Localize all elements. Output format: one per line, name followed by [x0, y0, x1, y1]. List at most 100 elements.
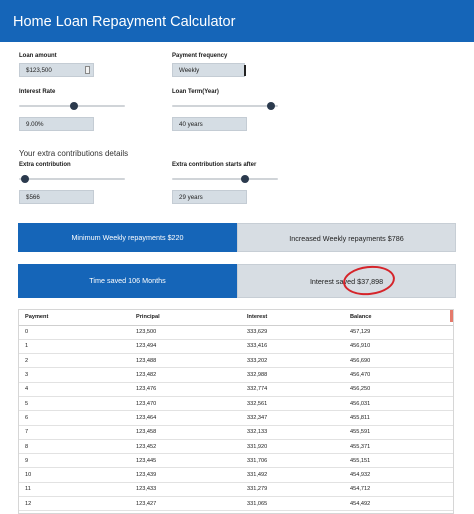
- time-saved-panel: Time saved 106 Months: [18, 264, 237, 298]
- table-cell: 331,065: [247, 496, 350, 512]
- table-header-row: Payment Principal Interest Balance: [19, 310, 453, 326]
- table-row: 4 123,476 332,774 456,250: [19, 382, 453, 397]
- table-cell: 331,492: [247, 467, 350, 483]
- table-cell: 331,920: [247, 439, 350, 455]
- slider-thumb[interactable]: [69, 102, 78, 110]
- table-cell: 123,494: [136, 339, 247, 355]
- table-cell: 456,031: [350, 396, 453, 412]
- table-row: 12 123,427 331,065 454,492: [19, 496, 453, 512]
- slider-track: [172, 178, 278, 180]
- scrollbar[interactable]: [450, 310, 453, 322]
- page-title: Home Loan Repayment Calculator: [13, 14, 236, 30]
- table-cell: 455,591: [350, 425, 453, 440]
- slider-track: [172, 105, 278, 107]
- table-cell: 123,433: [136, 482, 247, 498]
- table-cell: 5: [19, 396, 136, 412]
- table-cell: 332,988: [247, 367, 350, 383]
- interest-rate-slider[interactable]: [19, 101, 125, 111]
- loan-amount-label: Loan amount: [19, 53, 57, 59]
- table-cell: 123,439: [136, 467, 247, 483]
- table-cell: 8: [19, 439, 136, 455]
- table-cell: 1: [19, 339, 136, 355]
- table-row: 2 123,488 333,202 456,690: [19, 353, 453, 369]
- table-cell: 332,561: [247, 396, 350, 412]
- table-cell: 454,492: [350, 496, 453, 512]
- table-cell: 455,371: [350, 439, 453, 455]
- extra-start-slider[interactable]: [172, 174, 278, 184]
- table-cell: 456,250: [350, 382, 453, 397]
- payment-frequency-select[interactable]: Weekly: [172, 63, 246, 77]
- min-repayments-panel: Minimum Weekly repayments $220: [18, 223, 237, 252]
- min-repayments-text: Minimum Weekly repayments $220: [71, 233, 184, 242]
- table-cell: 12: [19, 496, 136, 512]
- table-cell: 457,129: [350, 325, 453, 340]
- column-header: Interest: [247, 310, 350, 326]
- table-cell: 332,347: [247, 410, 350, 426]
- table-cell: 0: [19, 325, 136, 340]
- slider-thumb[interactable]: [240, 175, 249, 183]
- increased-repayments-panel: Increased Weekly repayments $786: [237, 223, 456, 252]
- table-cell: 11: [19, 482, 136, 498]
- slider-thumb[interactable]: [20, 175, 29, 183]
- table-row: 11 123,433 331,279 454,712: [19, 482, 453, 498]
- table-cell: 123,464: [136, 410, 247, 426]
- table-cell: 10: [19, 467, 136, 483]
- table-cell: 2: [19, 353, 136, 369]
- table-cell: 455,151: [350, 453, 453, 469]
- app-header: Home Loan Repayment Calculator: [0, 0, 474, 42]
- extra-start-value: 29 years: [179, 194, 203, 201]
- loan-amount-value: $123,500: [26, 67, 52, 74]
- table-row: 9 123,445 331,706 455,151: [19, 453, 453, 469]
- interest-rate-field[interactable]: 9.00%: [19, 117, 94, 131]
- table-cell: 456,690: [350, 353, 453, 369]
- payment-frequency-value: Weekly: [179, 67, 200, 74]
- interest-saved-text: Interest saved $37,898: [309, 277, 384, 286]
- table-cell: 333,416: [247, 339, 350, 355]
- extra-contribution-slider[interactable]: [19, 174, 125, 184]
- table-cell: 332,774: [247, 382, 350, 397]
- table-cell: 123,458: [136, 425, 247, 440]
- table-cell: 123,427: [136, 496, 247, 512]
- table-cell: 123,470: [136, 396, 247, 412]
- table-row: 0 123,500 333,629 457,129: [19, 325, 453, 340]
- repayment-table-container[interactable]: Payment Principal Interest Balance 0 123,500…: [18, 309, 454, 514]
- extra-start-field[interactable]: 29 years: [172, 190, 247, 204]
- extra-start-label: Extra contribution starts after: [172, 162, 257, 168]
- table-row: 6 123,464 332,347 455,811: [19, 410, 453, 426]
- table-row: 3 123,482 332,988 456,470: [19, 367, 453, 383]
- column-header: Balance: [350, 310, 453, 326]
- table-row: 7 123,458 332,133 455,591: [19, 425, 453, 440]
- table-cell: 332,133: [247, 425, 350, 440]
- table-cell: 456,910: [350, 339, 453, 355]
- table-body: 0 123,500 333,629 457,129 1 123,494 333,416 456…: [19, 325, 453, 512]
- table-cell: 123,488: [136, 353, 247, 369]
- table-cell: 455,811: [350, 410, 453, 426]
- column-header: Principal: [136, 310, 247, 326]
- table-cell: 454,932: [350, 467, 453, 483]
- table-cell: 123,452: [136, 439, 247, 455]
- table-cell: 123,476: [136, 382, 247, 397]
- table-cell: 456,470: [350, 367, 453, 383]
- loan-amount-input[interactable]: $123,500: [19, 63, 94, 77]
- loan-term-field[interactable]: 40 years: [172, 117, 247, 131]
- extra-contribution-label: Extra contribution: [19, 162, 71, 168]
- number-stepper-icon[interactable]: [85, 66, 90, 74]
- extra-section-title: Your extra contributions details: [19, 149, 129, 158]
- table-row: 1 123,494 333,416 456,910: [19, 339, 453, 355]
- table-cell: 7: [19, 425, 136, 440]
- slider-track: [19, 178, 125, 180]
- interest-rate-value: 9.00%: [26, 121, 44, 128]
- time-saved-text: Time saved 106 Months: [89, 276, 166, 285]
- table-row: 5 123,470 332,561 456,031: [19, 396, 453, 412]
- table-cell: 123,482: [136, 367, 247, 383]
- interest-saved-panel: Interest saved $37,898: [237, 264, 456, 298]
- table-cell: 331,279: [247, 482, 350, 498]
- interest-rate-label: Interest Rate: [19, 89, 56, 95]
- table-row: 10 123,439 331,492 454,932: [19, 467, 453, 483]
- table-cell: 6: [19, 410, 136, 426]
- extra-contribution-field[interactable]: $566: [19, 190, 94, 204]
- table-cell: 123,500: [136, 325, 247, 340]
- loan-term-slider[interactable]: [172, 101, 278, 111]
- table-cell: 333,629: [247, 325, 350, 340]
- slider-thumb[interactable]: [267, 102, 276, 110]
